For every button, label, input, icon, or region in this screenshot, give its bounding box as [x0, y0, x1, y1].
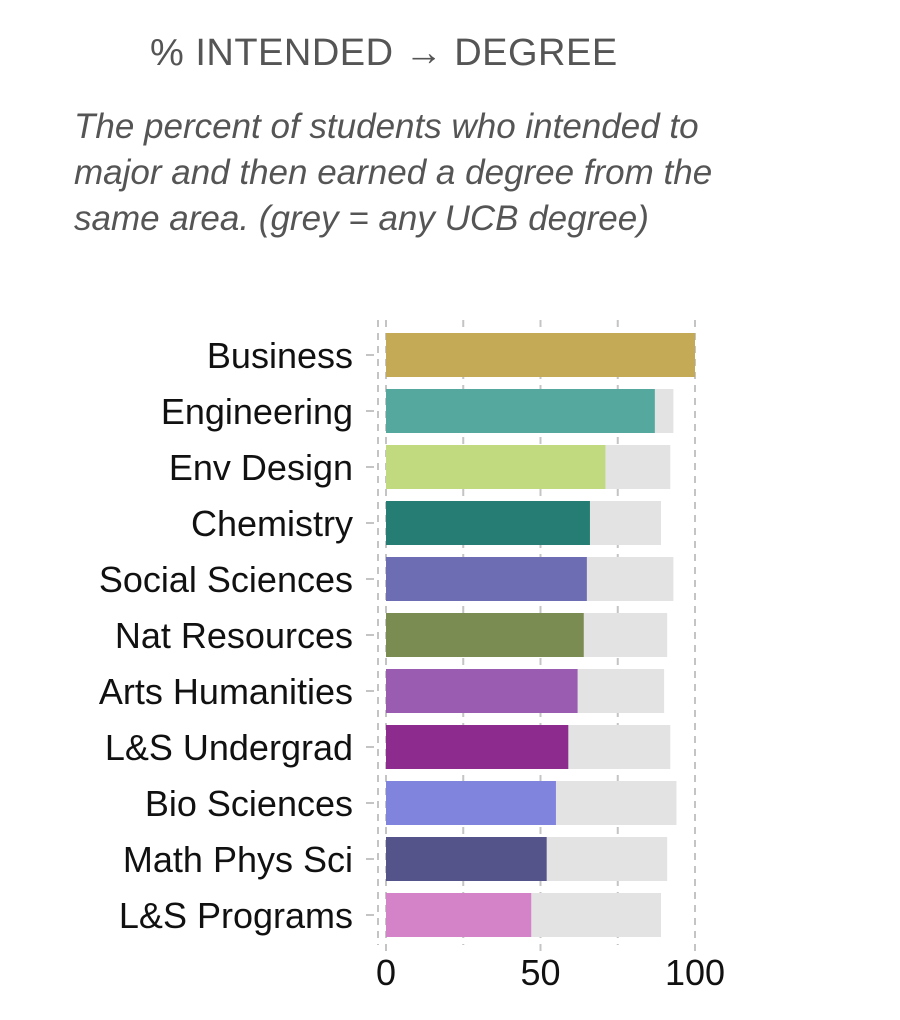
category-label-business: Business — [207, 335, 353, 376]
bar-same-nat-resources — [386, 613, 584, 657]
chart-title: % INTENDED → DEGREE — [150, 32, 618, 74]
x-tick-label-50: 50 — [520, 952, 560, 993]
category-label-l-s-programs: L&S Programs — [119, 895, 353, 936]
category-label-arts-humanities: Arts Humanities — [99, 671, 353, 712]
bar-same-arts-humanities — [386, 669, 578, 713]
bar-same-chemistry — [386, 501, 590, 545]
bar-same-l-s-programs — [386, 893, 532, 937]
bar-same-math-phys-sci — [386, 837, 547, 881]
chart-subtitle: The percent of students who intended to … — [74, 107, 713, 238]
category-label-l-s-undergrad: L&S Undergrad — [105, 727, 353, 768]
x-tick-label-100: 100 — [665, 952, 725, 993]
bar-same-bio-sciences — [386, 781, 556, 825]
bar-same-engineering — [386, 389, 655, 433]
category-label-social-sciences: Social Sciences — [99, 559, 353, 600]
category-label-engineering: Engineering — [161, 391, 353, 432]
category-label-chemistry: Chemistry — [191, 503, 353, 544]
bar-same-env-design — [386, 445, 606, 489]
bar-same-l-s-undergrad — [386, 725, 569, 769]
category-label-nat-resources: Nat Resources — [115, 615, 353, 656]
bar-same-business — [386, 333, 695, 377]
bar-same-social-sciences — [386, 557, 587, 601]
x-tick-label-0: 0 — [376, 952, 396, 993]
category-label-env-design: Env Design — [169, 447, 353, 488]
category-label-bio-sciences: Bio Sciences — [145, 783, 353, 824]
category-label-math-phys-sci: Math Phys Sci — [123, 839, 353, 880]
